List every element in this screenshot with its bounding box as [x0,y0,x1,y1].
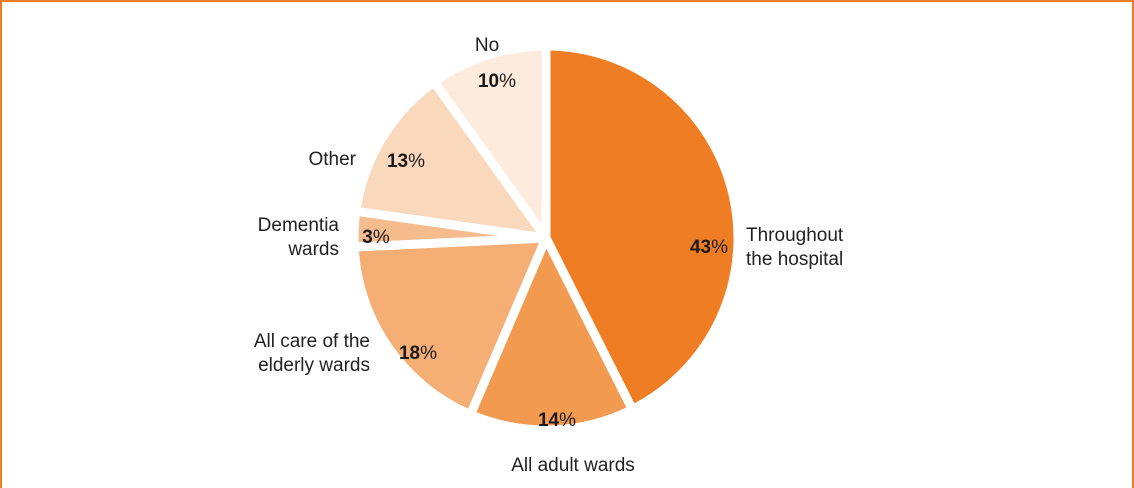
pie-percent-unit: % [499,71,516,92]
pie-category-label: Dementia wards [258,215,340,260]
pie-category-label: Other [308,149,356,170]
pie-percent-label: 43% [690,237,728,258]
pie-category-label-line: elderly wards [258,355,370,376]
pie-category-label: Throughout the hospital [746,225,844,270]
pie-percent-value: 14 [538,410,560,431]
pie-percent-value: 3 [362,227,373,248]
pie-category-label-line: All care of the [254,331,370,352]
pie-category-label-line: Dementia [258,215,340,236]
pie-slice-other [351,77,551,243]
pie-percent-label: 18% [399,343,437,364]
pie-category-label-line: All adult wards [511,455,635,476]
pie-percent-value: 43 [690,237,711,258]
pie-slice-all-adult-wards [465,233,637,435]
pie-percent-unit: % [420,343,437,364]
pie-percent-unit: % [408,151,425,172]
pie-category-label-line: the hospital [746,249,843,270]
pie-percent-value: 10 [478,71,499,92]
pie-percent-unit: % [373,227,390,248]
pie-category-label-line: wards [287,239,339,260]
pie-category-label-line: Other [308,149,356,170]
pie-category-label-line: Throughout [746,225,844,246]
pie-category-label: All care of the elderly wards [254,331,370,376]
pie-percent-label: 3% [362,227,390,248]
pie-percent-label: 14% [538,410,576,431]
pie-category-label-line: No [475,35,499,56]
pie-slice-no [429,41,551,243]
pie-category-label: No [475,35,499,56]
pie-percent-label: 13% [387,151,425,172]
pie-percent-value: 18 [399,343,420,364]
pie-category-label: All adult wards [511,455,635,476]
pie-slice-all-care-of-the-elderly-wards [349,233,551,420]
pie-slice-throughout-the-hospital [541,41,743,414]
pie-percent-value: 13 [387,151,408,172]
pie-percent-label: 10% [478,71,516,92]
pie-percent-unit: % [711,237,728,258]
pie-percent-unit: % [559,410,576,431]
